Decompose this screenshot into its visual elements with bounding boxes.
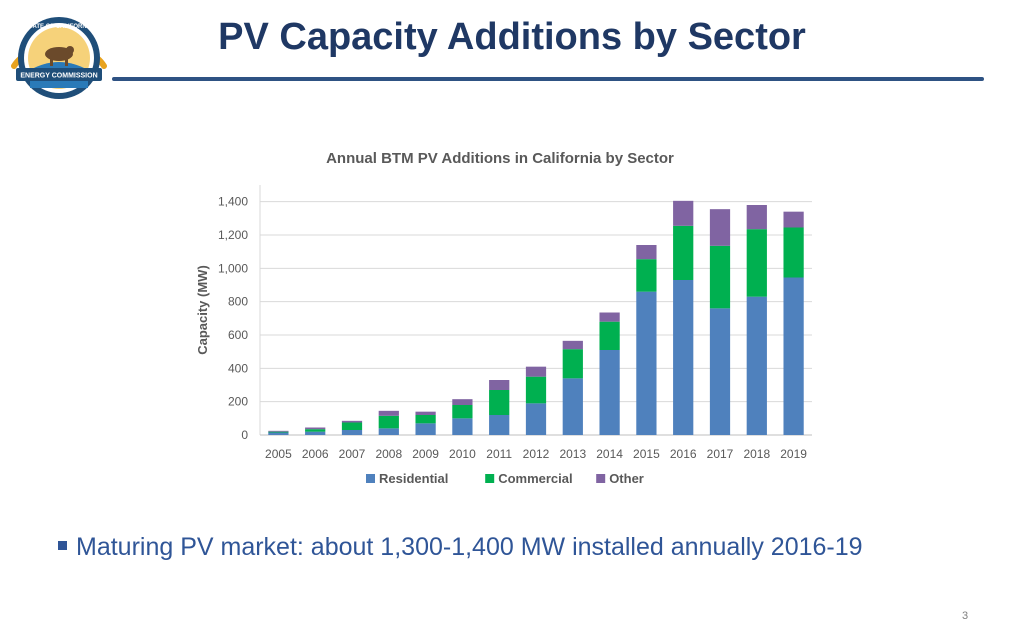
bar-commercial-2016 (673, 225, 694, 280)
x-tick-label: 2013 (559, 447, 586, 461)
y-tick-label: 1,400 (218, 195, 248, 209)
bar-other-2007 (341, 420, 363, 423)
page-number: 3 (962, 610, 969, 622)
energy-commission-logo: ENERGY COMMISSION STATE OF CALIFORNIA (11, 17, 107, 99)
bar-other-2011 (489, 380, 510, 390)
bar-commercial-2014 (599, 321, 620, 350)
chart-title: Annual BTM PV Additions in California by… (326, 150, 674, 167)
legend-swatch-other (596, 474, 606, 483)
y-tick-label: 1,000 (218, 261, 248, 275)
x-tick-label: 2017 (707, 447, 734, 461)
y-tick-label: 0 (241, 428, 248, 442)
logo-banner-text: ENERGY COMMISSION (20, 73, 97, 80)
x-tick-label: 2016 (670, 447, 697, 461)
bar-commercial-2007 (341, 422, 363, 430)
y-axis-label: Capacity (MW) (195, 265, 210, 355)
bar-commercial-2010 (452, 405, 473, 419)
bar-residential-2006 (305, 431, 326, 435)
bar-other-2014 (599, 312, 620, 322)
y-tick-label: 400 (228, 361, 248, 375)
slide-title: PV Capacity Additions by Sector (218, 16, 806, 58)
bar-other-2008 (378, 410, 399, 416)
bar-residential-2015 (636, 291, 657, 435)
x-tick-label: 2014 (596, 447, 623, 461)
bar-commercial-2015 (636, 259, 657, 292)
bar-commercial-2018 (746, 229, 767, 297)
bar-commercial-2009 (415, 415, 436, 424)
x-tick-label: 2019 (780, 447, 807, 461)
x-tick-label: 2005 (265, 447, 292, 461)
bar-residential-2017 (709, 308, 731, 435)
bar-other-2010 (452, 399, 473, 405)
bar-other-2018 (746, 205, 767, 230)
bullet-point: Maturing PV market: about 1,300-1,400 MW… (58, 533, 863, 562)
bar-commercial-2006 (305, 429, 326, 432)
bar-commercial-2019 (783, 227, 804, 278)
legend-label-other: Other (609, 471, 644, 486)
bar-commercial-2005 (268, 431, 289, 433)
bar-residential-2018 (746, 296, 767, 435)
x-tick-label: 2007 (339, 447, 366, 461)
x-tick-label: 2009 (412, 447, 439, 461)
y-tick-label: 800 (228, 295, 248, 309)
x-tick-label: 2015 (633, 447, 660, 461)
bar-other-2005 (268, 430, 289, 432)
legend-label-residential: Residential (379, 471, 448, 486)
x-tick-label: 2018 (743, 447, 770, 461)
y-tick-label: 200 (228, 395, 248, 409)
bullet-text: Maturing PV market: about 1,300-1,400 MW… (76, 533, 863, 561)
bar-residential-2016 (673, 280, 694, 435)
bar-other-2006 (305, 427, 326, 430)
bar-residential-2009 (415, 423, 436, 435)
bar-residential-2011 (489, 415, 510, 435)
y-tick-label: 600 (228, 328, 248, 342)
bar-commercial-2013 (562, 349, 583, 379)
legend-label-commercial: Commercial (498, 471, 572, 486)
bar-other-2015 (636, 245, 657, 260)
bar-residential-2008 (378, 428, 399, 435)
y-tick-label: 1,200 (218, 228, 248, 242)
bar-other-2016 (673, 200, 694, 226)
bar-other-2009 (415, 411, 436, 415)
x-tick-label: 2008 (375, 447, 402, 461)
x-tick-label: 2006 (302, 447, 329, 461)
title-divider (112, 77, 984, 81)
bar-other-2013 (562, 340, 583, 350)
bar-other-2017 (709, 209, 731, 246)
bar-residential-2007 (341, 430, 363, 435)
bar-commercial-2017 (709, 245, 731, 309)
bar-commercial-2011 (489, 390, 510, 415)
bar-other-2019 (783, 211, 804, 228)
bar-residential-2014 (599, 350, 620, 435)
bar-commercial-2008 (378, 415, 399, 429)
bar-residential-2013 (562, 378, 583, 435)
bar-other-2012 (525, 366, 547, 377)
legend-swatch-residential (366, 474, 375, 483)
bar-commercial-2012 (525, 376, 547, 404)
bar-residential-2005 (268, 432, 289, 435)
bullet-square-icon (58, 540, 67, 550)
legend-swatch-commercial (485, 474, 495, 483)
x-tick-label: 2011 (486, 447, 512, 461)
x-tick-label: 2010 (449, 447, 476, 461)
x-tick-label: 2012 (523, 447, 550, 461)
bar-residential-2019 (783, 277, 804, 435)
bar-residential-2010 (452, 418, 473, 435)
bar-residential-2012 (525, 403, 547, 435)
logo-top-text: STATE OF CALIFORNIA (25, 24, 93, 30)
